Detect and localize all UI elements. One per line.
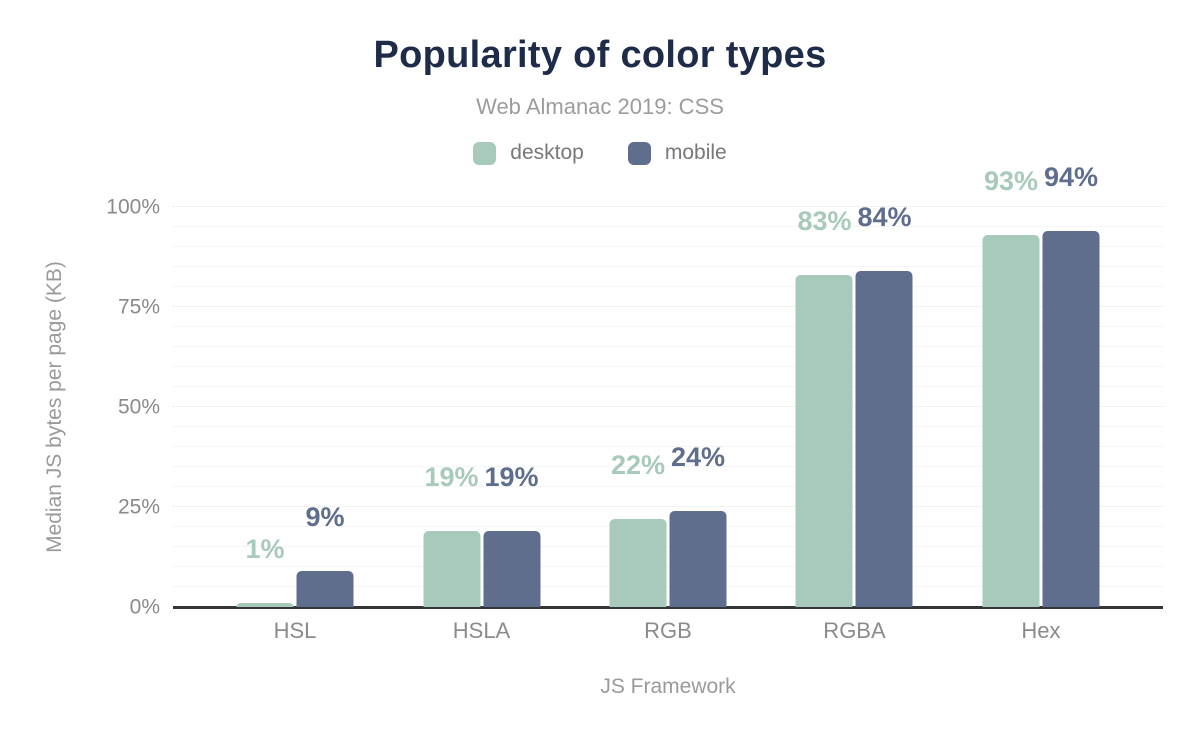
value-label-mobile-hsla: 19%	[484, 462, 539, 492]
bar-group-rgba: 83% 84%	[795, 204, 913, 607]
legend-item-mobile[interactable]: mobile	[627, 141, 727, 165]
bar-group-hex: 93% 94%	[982, 164, 1100, 607]
minor-gridline	[173, 446, 1163, 447]
legend-swatch-mobile	[627, 141, 651, 165]
y-tick-label: 75%	[117, 295, 160, 319]
major-gridline	[173, 506, 1163, 507]
bar-desktop-rgba[interactable]: 83%	[795, 208, 853, 607]
minor-gridline	[173, 266, 1163, 267]
x-tick-label-rgba: RGBA	[823, 618, 886, 643]
minor-gridline	[173, 546, 1163, 547]
minor-gridline	[173, 366, 1163, 367]
minor-gridline	[173, 586, 1163, 587]
minor-gridline	[173, 286, 1163, 287]
bar-mobile-hsl[interactable]: 9%	[296, 504, 354, 607]
plot-area: 1% 9% 19% 19% 22% 24% 83% 84% 93% 94%	[173, 164, 1163, 609]
bar-group-hsla: 19% 19%	[423, 464, 540, 607]
chart-subtitle: Web Almanac 2019: CSS	[476, 94, 724, 119]
value-label-desktop-hsl: 1%	[245, 534, 285, 564]
x-axis-ticks: HSL HSLA RGB RGBA Hex	[173, 618, 1163, 648]
y-tick-label: 25%	[117, 495, 160, 519]
x-tick-label-hsla: HSLA	[452, 618, 511, 643]
bar-group-hsl: 1% 9%	[236, 504, 354, 607]
x-tick-label-hsl: HSL	[273, 618, 317, 643]
bar-mobile-rgb[interactable]: 24%	[669, 444, 727, 607]
bar-group-rgb: 22% 24%	[609, 444, 727, 607]
x-tick-label-hex: Hex	[1021, 618, 1061, 643]
minor-gridline	[173, 466, 1163, 467]
bar-mobile-rgba[interactable]: 84%	[855, 204, 913, 607]
legend-label: desktop	[510, 141, 584, 164]
y-tick-label: 100%	[106, 195, 160, 219]
value-label-mobile-hex: 94%	[1043, 162, 1099, 192]
bar-desktop-rgb[interactable]: 22%	[609, 452, 667, 607]
x-tick-label-rgb: RGB	[644, 618, 692, 643]
bar-desktop-hex[interactable]: 93%	[982, 168, 1040, 607]
minor-gridline	[173, 526, 1163, 527]
chart-title: Popularity of color types	[373, 34, 827, 76]
bar-desktop-hsl[interactable]: 1%	[236, 536, 294, 607]
minor-gridline	[173, 386, 1163, 387]
value-label-desktop-hex: 93%	[983, 166, 1039, 196]
legend: desktop mobile	[0, 141, 1200, 165]
minor-gridline	[173, 426, 1163, 427]
legend-item-desktop[interactable]: desktop	[473, 141, 584, 165]
y-tick-label: 50%	[117, 395, 160, 419]
value-label-desktop-rgb: 22%	[610, 450, 666, 480]
legend-swatch-desktop	[473, 141, 497, 165]
bar-mobile-hex[interactable]: 94%	[1042, 164, 1100, 607]
bar-desktop-hsla[interactable]: 19%	[423, 464, 480, 607]
minor-gridline	[173, 326, 1163, 327]
x-axis-line	[173, 606, 1163, 609]
minor-gridline	[173, 246, 1163, 247]
minor-gridline	[173, 486, 1163, 487]
bar-mobile-hsla[interactable]: 19%	[483, 464, 540, 607]
x-axis-title: JS Framework	[600, 675, 736, 698]
value-label-mobile-rgb: 24%	[670, 442, 726, 472]
minor-gridline	[173, 346, 1163, 347]
minor-gridline	[173, 226, 1163, 227]
value-label-mobile-rgba: 84%	[857, 202, 912, 232]
minor-gridline	[173, 566, 1163, 567]
value-label-desktop-hsla: 19%	[424, 462, 479, 492]
major-gridline	[173, 406, 1163, 407]
major-gridline	[173, 306, 1163, 307]
value-label-desktop-rgba: 83%	[797, 206, 852, 236]
y-tick-label: 0%	[129, 595, 160, 619]
major-gridline	[173, 206, 1163, 207]
y-axis-ticks: 0% 25% 50% 75% 100%	[0, 197, 160, 618]
value-label-mobile-hsl: 9%	[305, 502, 345, 532]
legend-label: mobile	[664, 141, 727, 164]
